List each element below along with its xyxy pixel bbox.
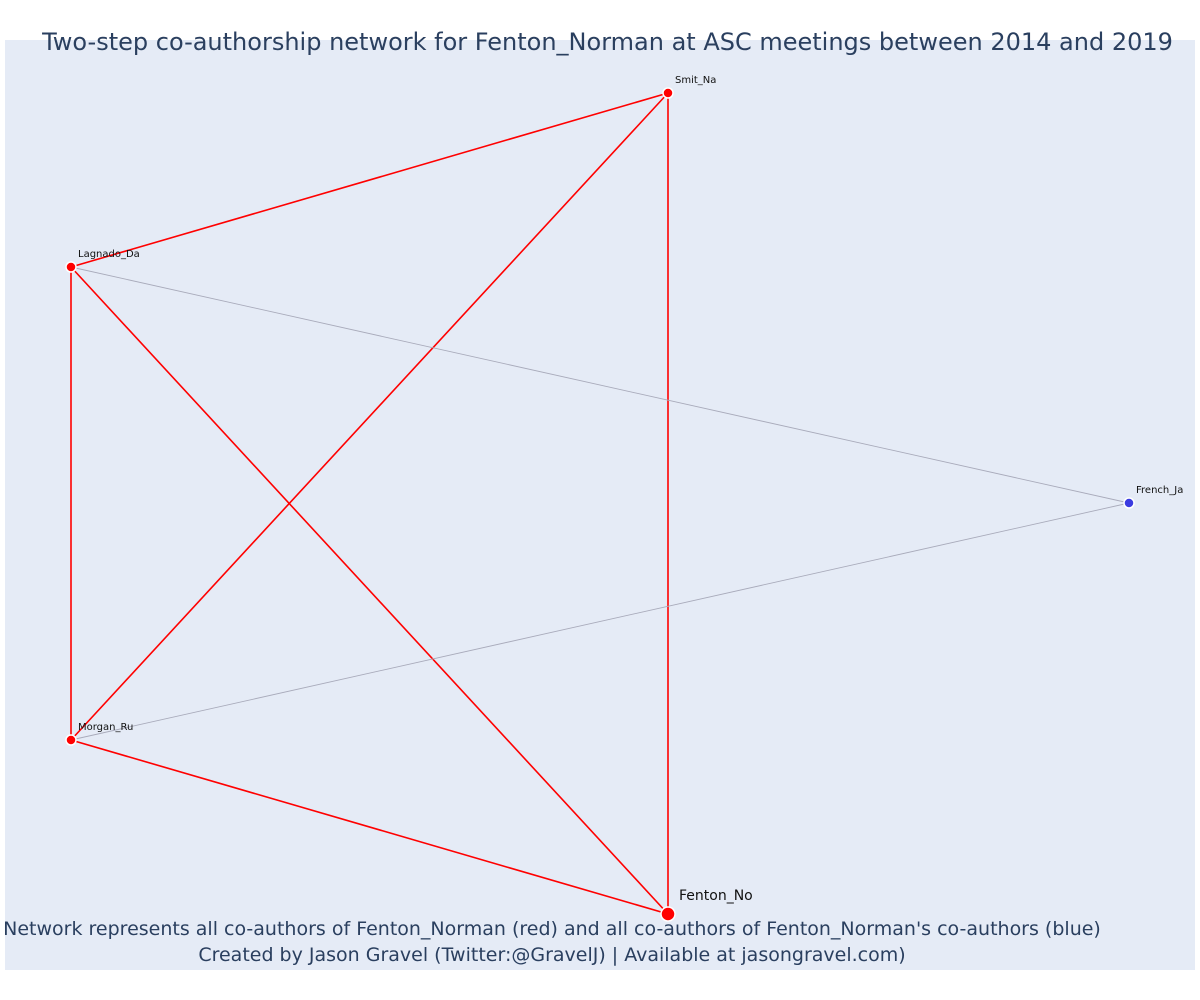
node-fenton-no[interactable] <box>660 906 676 922</box>
label-layer: Smit_Na Lagnado_Da French_Ja Morgan_Ru Fento… <box>78 75 1183 904</box>
node-label-fenton-no: Fenton_No <box>679 888 753 904</box>
edge-lagnado-da-smit-na <box>70 92 669 268</box>
edge-lagnado-da-french-ja <box>70 266 1130 504</box>
caption-line-2: Created by Jason Gravel (Twitter:@Gravel… <box>198 944 906 966</box>
node-smit-na[interactable] <box>662 87 674 99</box>
node-morgan-ru[interactable] <box>65 734 77 746</box>
node-label-smit-na: Smit_Na <box>675 75 716 86</box>
node-layer <box>65 87 1135 922</box>
network-graph: Smit_Na Lagnado_Da French_Ja Morgan_Ru Fento… <box>65 75 1183 922</box>
plot-area: Smit_Na Lagnado_Da French_Ja Morgan_Ru Fento… <box>5 40 1195 970</box>
edge-layer <box>70 92 1130 915</box>
node-label-morgan-ru: Morgan_Ru <box>78 722 133 733</box>
edge-smit-na-morgan-ru <box>70 92 669 741</box>
edge-morgan-ru-fenton-no <box>70 739 669 915</box>
edge-morgan-ru-french-ja <box>70 502 1130 741</box>
node-label-lagnado-da: Lagnado_Da <box>78 249 140 260</box>
node-french-ja[interactable] <box>1123 497 1135 509</box>
caption-line-1: Network represents all co-authors of Fen… <box>3 918 1101 940</box>
node-label-french-ja: French_Ja <box>1136 485 1183 496</box>
node-lagnado-da[interactable] <box>65 261 77 273</box>
chart-title: Two-step co-authorship network for Fento… <box>42 28 1173 56</box>
edge-lagnado-da-fenton-no <box>70 266 669 915</box>
